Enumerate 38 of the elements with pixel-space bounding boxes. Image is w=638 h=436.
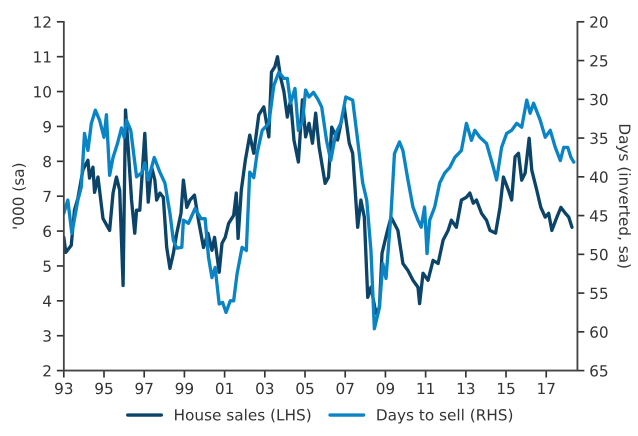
- y-tick-label: 9: [43, 120, 51, 132]
- x-tick-label: 01: [216, 382, 233, 394]
- x-tick-label: 97: [135, 382, 153, 394]
- y2-tick-label: 35: [590, 132, 608, 144]
- y2-tick-label: 20: [590, 16, 608, 28]
- x-tick-label: 17: [538, 382, 555, 394]
- x-tick-label: 03: [256, 382, 274, 394]
- y-tick-label: 6: [43, 226, 52, 238]
- y2-tick-label: 55: [590, 288, 608, 300]
- x-tick-label: 15: [498, 382, 514, 394]
- y2-tick-label: 50: [590, 248, 608, 260]
- y-tick-label: 5: [43, 260, 51, 272]
- x-tick-label: 95: [95, 382, 112, 394]
- y2-tick-label: 65: [590, 365, 608, 377]
- y2-tick-label: 25: [590, 55, 608, 67]
- x-tick-label: 05: [296, 382, 314, 394]
- y-axis-title: '000 (sa): [12, 164, 26, 228]
- x-tick-label: 13: [458, 382, 474, 394]
- x-tick-label: 93: [55, 382, 72, 394]
- y2-tick-label: 60: [590, 326, 608, 338]
- y-tick-label: 7: [44, 190, 51, 202]
- y2-axis-title: Days (inverted, sa): [616, 124, 631, 268]
- x-tick-label: 07: [336, 382, 354, 394]
- x-tick-label: 99: [176, 382, 194, 394]
- y2-tick-label: 30: [590, 94, 608, 106]
- y2-tick-label: 45: [590, 210, 608, 222]
- legend-label: House sales (LHS): [175, 408, 310, 422]
- y-tick-label: 10: [34, 86, 51, 98]
- y-tick-label: 4: [43, 296, 52, 307]
- y-tick-label: 2: [43, 365, 50, 376]
- y-tick-label: 3: [43, 330, 51, 342]
- y-tick-label: 12: [34, 16, 50, 28]
- legend-label: Days to sell (RHS): [377, 408, 512, 424]
- y-tick-label: 8: [43, 156, 51, 168]
- x-tick-label: 09: [376, 382, 394, 394]
- x-tick-label: 11: [418, 382, 434, 394]
- y-tick-label: 11: [34, 51, 51, 62]
- y2-tick-label: 40: [590, 171, 608, 183]
